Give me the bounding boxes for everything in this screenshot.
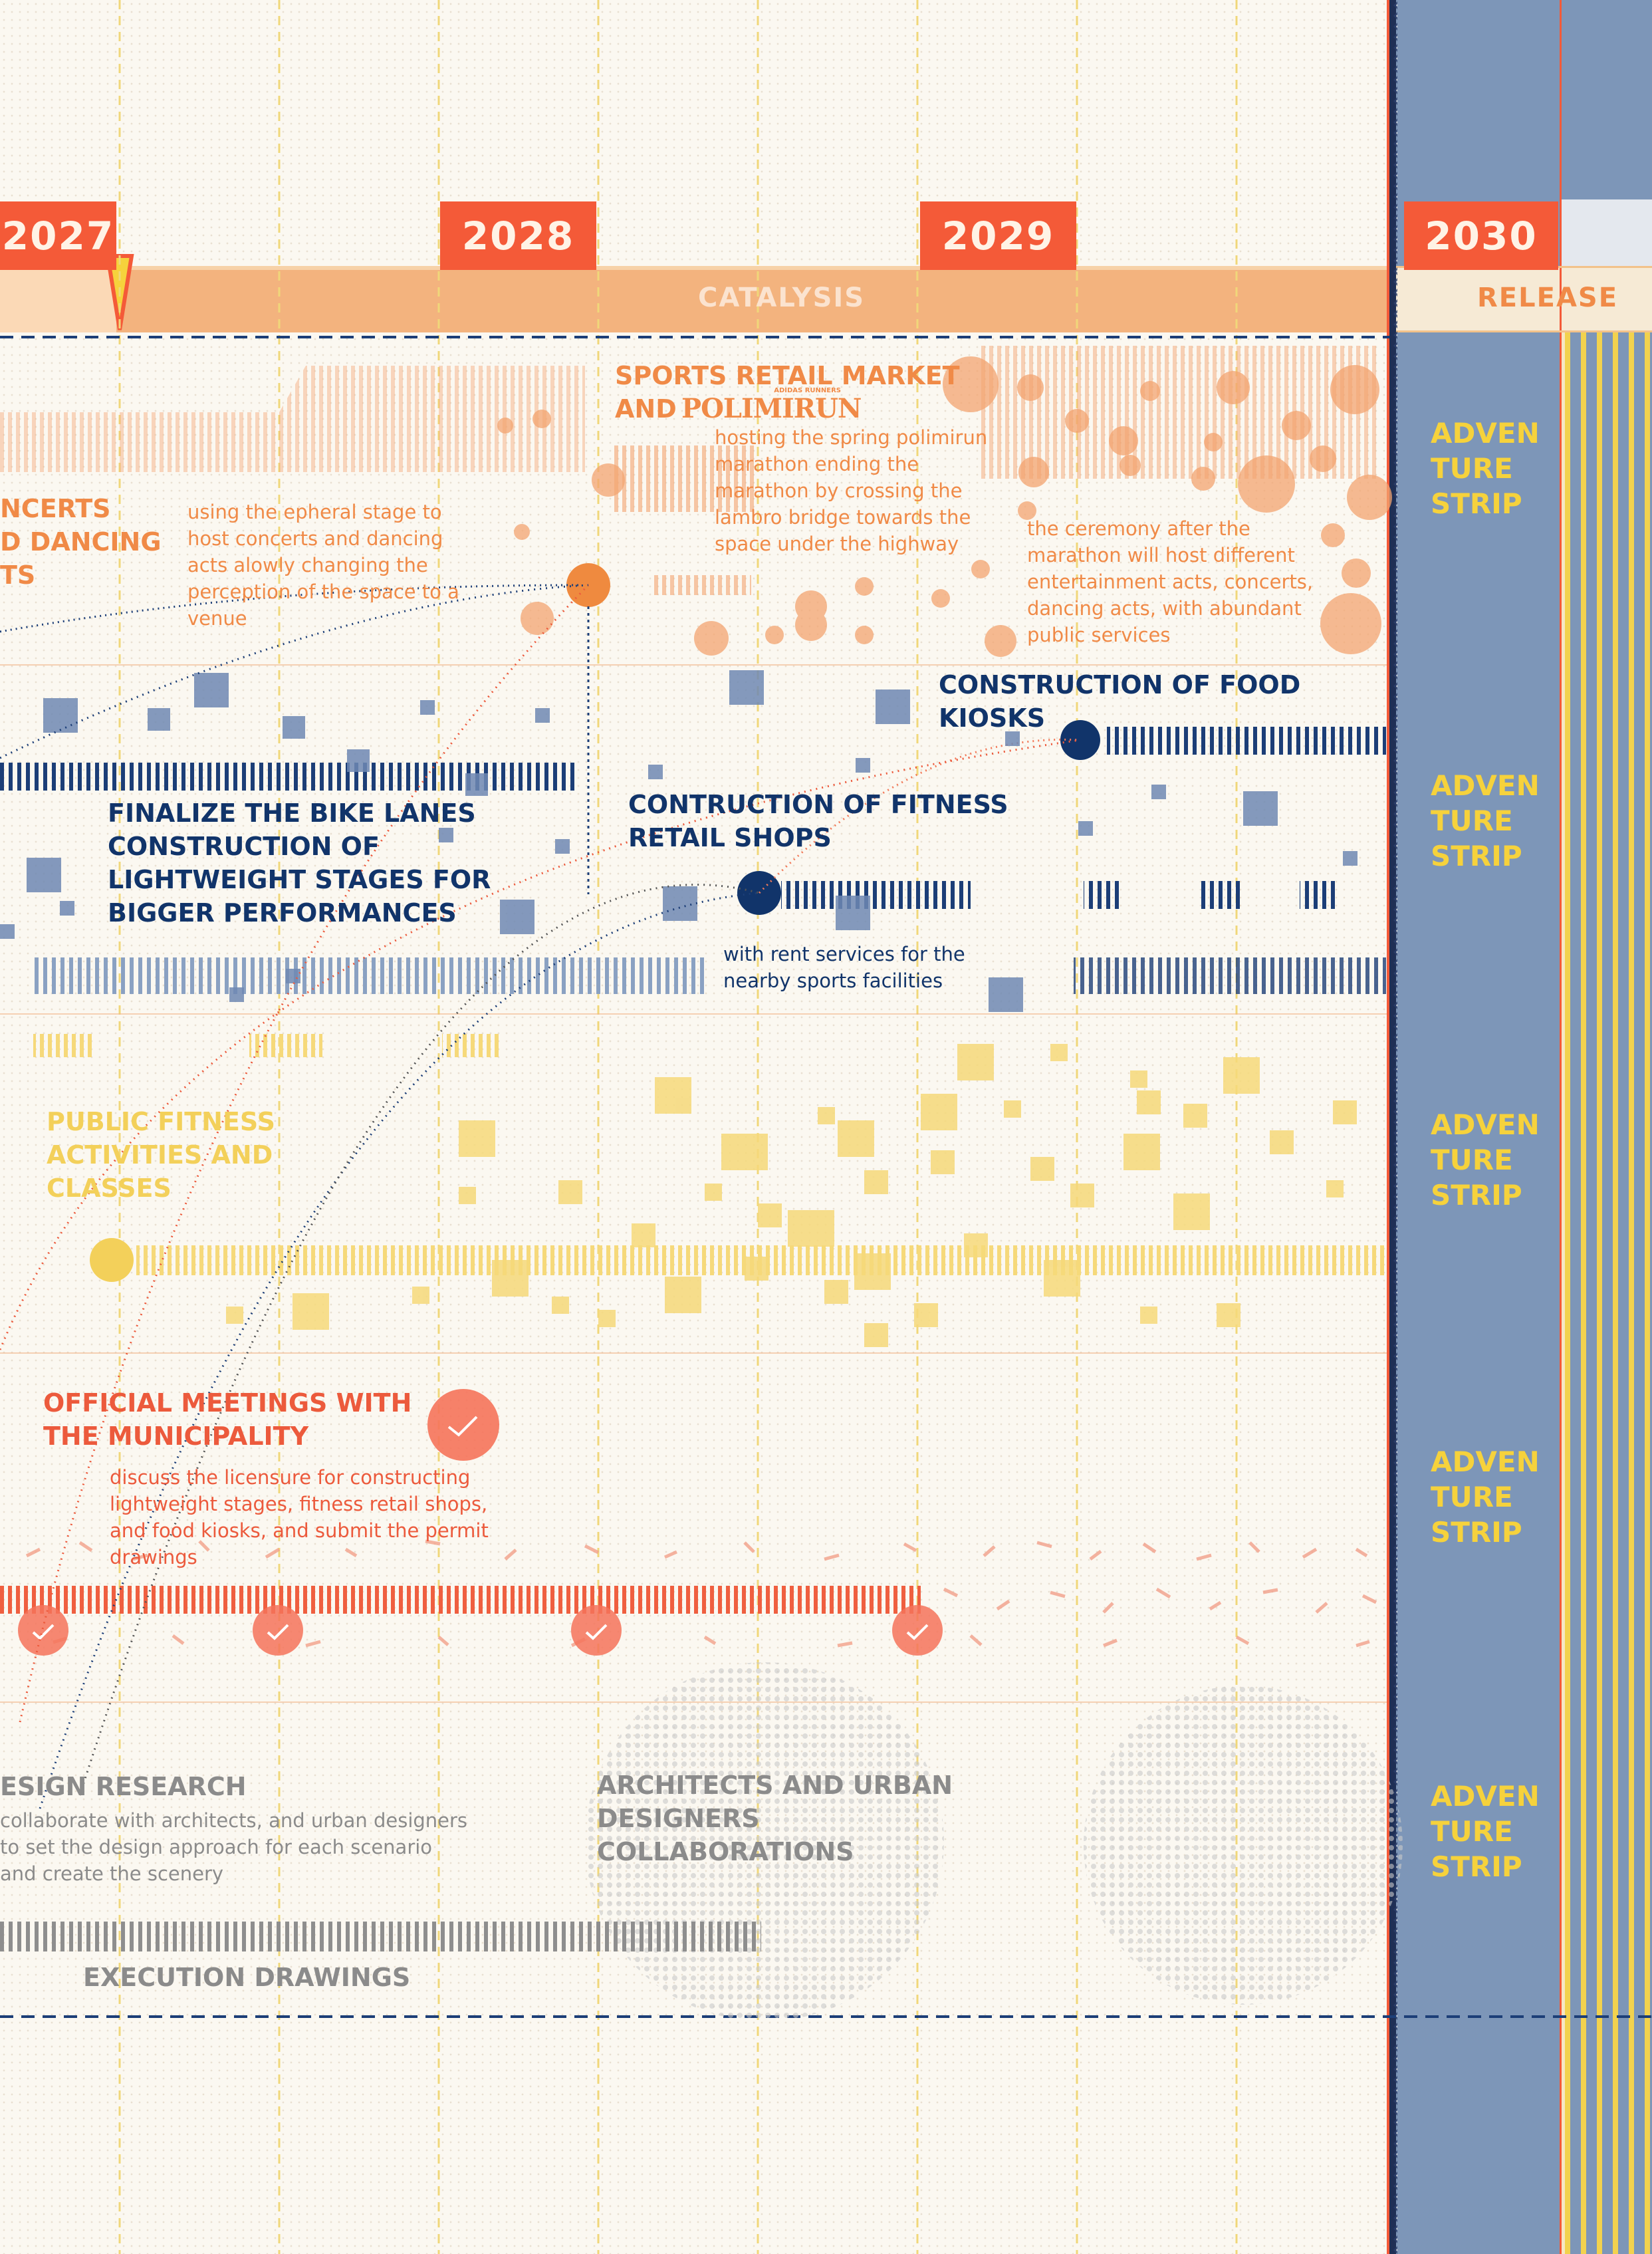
public-fitness-heading: PUBLIC FITNESS ACTIVITIES AND CLASSES (47, 1107, 275, 1203)
ephemeral-stage-text: using the epheral stage to host concerts… (187, 501, 459, 630)
phase-catalysis: CATALYSIS (698, 283, 866, 313)
year-2027: 2027 (0, 201, 116, 270)
market-heading: SPORTS RETAIL MARKET AND (615, 361, 960, 424)
phase-release: RELEASE (1477, 283, 1619, 313)
bike-lanes-heading: FINALIZE THE BIKE LANES CONSTRUCTION OF LI… (108, 799, 491, 928)
strip-label-3: ADVEN TURE STRIP (1431, 1108, 1540, 1211)
concerts-heading: NCERTS D DANCING TS (0, 494, 162, 590)
licensure-text: discuss the licensure for constructing l… (110, 1466, 489, 1568)
ceremony-text: the ceremony after the marathon will hos… (1027, 517, 1314, 646)
strip-label-1: ADVEN TURE STRIP (1431, 417, 1540, 520)
year-2029: 2029 (920, 201, 1076, 270)
execution-drawings-label: EXECUTION DRAWINGS (83, 1963, 411, 1992)
architects-collaboration-heading: ARCHITECTS AND URBAN DESIGNERS COLLABORAT… (597, 1771, 953, 1866)
municipality-meetings-heading: OFFICIAL MEETINGS WITH THE MUNICIPALITY (43, 1388, 412, 1451)
food-kiosks-heading: CONSTRUCTION OF FOOD KIOSKS (939, 670, 1301, 733)
marathon-text: hosting the spring polimirun marathon en… (715, 426, 988, 555)
design-research-heading: ESIGN RESEARCH (0, 1772, 247, 1801)
strip-label-4: ADVEN TURE STRIP (1431, 1445, 1540, 1549)
year-2030: 2030 (1404, 201, 1558, 270)
fitness-shops-heading: CONTRUCTION OF FITNESS RETAIL SHOPS (628, 790, 1008, 852)
year-2028: 2028 (440, 201, 596, 270)
design-research-text: collaborate with architects, and urban d… (0, 1809, 468, 1885)
polimirun-logo: ADIDAS RUNNERS POLIMIRUN (681, 387, 862, 424)
strip-label-2: ADVEN TURE STRIP (1431, 769, 1540, 872)
strip-label-5: ADVEN TURE STRIP (1431, 1780, 1540, 1883)
rent-services-text: with rent services for the nearby sports… (723, 943, 965, 992)
